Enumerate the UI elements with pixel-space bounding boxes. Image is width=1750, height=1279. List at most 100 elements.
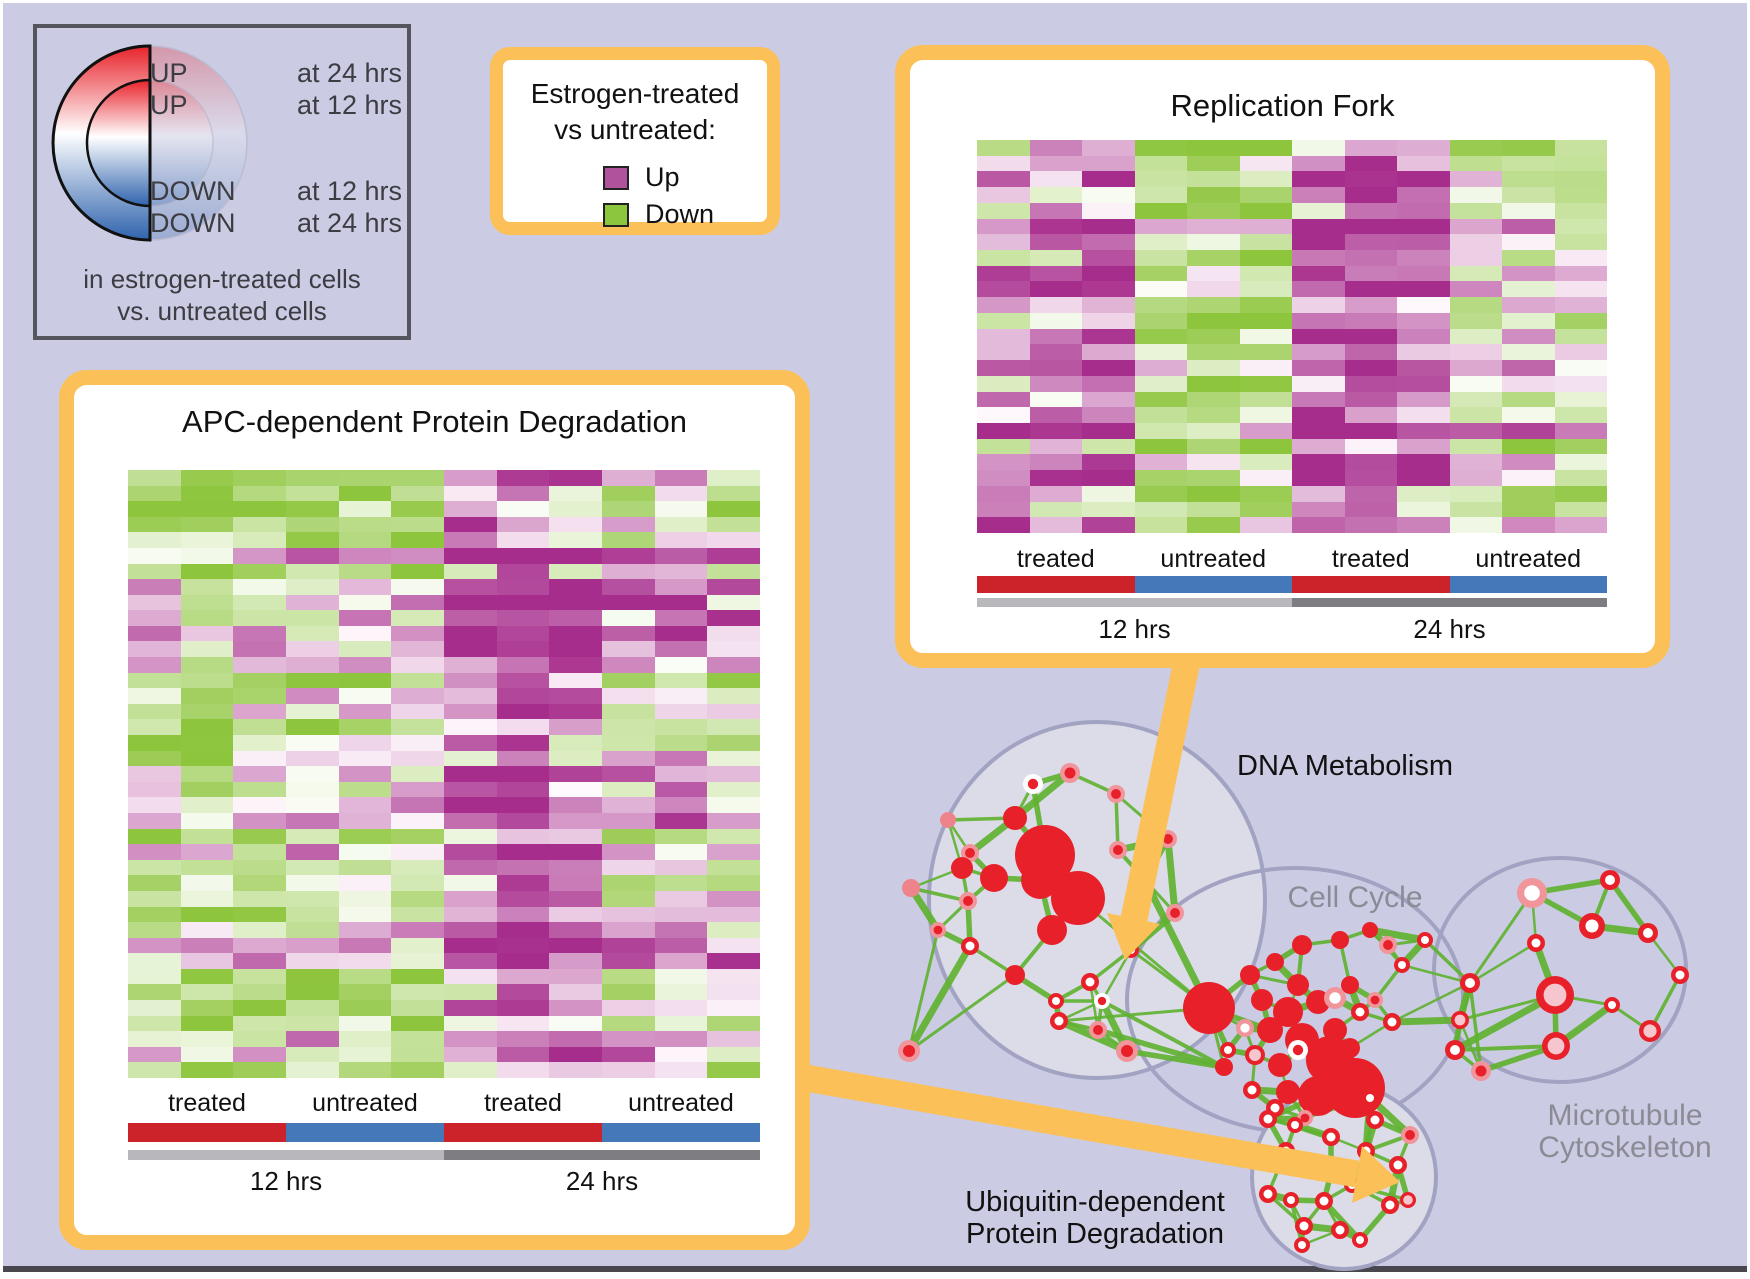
hrs24-bar xyxy=(1292,598,1607,607)
heatmap-cell xyxy=(180,594,234,611)
heatmap-cell xyxy=(180,797,234,813)
network-node xyxy=(1268,1053,1292,1077)
scale-row-down-24: DOWN at 24 hrs xyxy=(150,208,402,238)
network-node xyxy=(1051,871,1105,925)
heatmap-cell xyxy=(549,579,602,595)
heatmap-cell xyxy=(233,890,286,907)
heatmap-cell xyxy=(654,579,708,595)
heatmap-cell xyxy=(654,984,708,1001)
heatmap-cell xyxy=(1134,485,1187,502)
heatmap-cell xyxy=(496,1046,550,1063)
heatmap-cell xyxy=(1449,375,1502,392)
heatmap-cell xyxy=(1029,360,1082,376)
heatmap-cell xyxy=(707,750,760,767)
heatmap-cell xyxy=(444,906,497,923)
heatmap-cell xyxy=(496,688,550,704)
heatmap-cell xyxy=(1239,155,1292,172)
heatmap-cell xyxy=(1554,501,1607,518)
heatmap-cell xyxy=(286,547,339,564)
heatmap-cell xyxy=(977,265,1030,282)
heatmap-cell xyxy=(1187,517,1240,533)
heatmap-cell xyxy=(1134,281,1187,298)
network-node xyxy=(1027,778,1039,790)
network-node xyxy=(1475,1065,1487,1077)
heatmap-cell xyxy=(602,781,655,798)
heatmap-cell xyxy=(180,470,234,486)
heatmap-cell xyxy=(1134,438,1187,455)
heatmap-cell xyxy=(549,625,602,642)
heatmap-cell xyxy=(286,625,339,642)
heatmap-cell xyxy=(1134,344,1187,361)
heatmap-cell xyxy=(1449,155,1502,172)
heatmap-cell xyxy=(1554,155,1607,172)
heatmap-cell xyxy=(233,937,286,954)
legend-item-down-label: Down xyxy=(645,199,715,229)
heatmap-cell xyxy=(549,1015,602,1032)
heatmap-cell xyxy=(391,1015,444,1032)
heatmap-cell xyxy=(391,859,444,876)
heatmap-cell xyxy=(1292,454,1345,471)
heatmap-cell xyxy=(1082,344,1135,361)
heatmap-cell xyxy=(180,579,234,595)
heatmap-cell xyxy=(128,953,181,969)
heatmap-cell xyxy=(1397,250,1450,266)
heatmap-cell xyxy=(1554,375,1607,392)
heatmap-cell xyxy=(1449,438,1502,455)
heatmap-cell xyxy=(549,766,602,782)
heatmap-cell xyxy=(286,906,339,923)
heatmap-cell xyxy=(128,516,181,533)
heatmap-cell xyxy=(338,828,392,845)
network-edge xyxy=(1468,891,1534,985)
time-label: at 12 hrs xyxy=(296,90,402,120)
heatmap-cell xyxy=(1239,407,1292,423)
heatmap-cell xyxy=(1134,202,1187,219)
heatmap-cell xyxy=(496,1015,550,1032)
network-node xyxy=(1329,992,1341,1004)
network-node xyxy=(1263,1189,1273,1199)
group-label-treated-12: treated xyxy=(168,1089,246,1117)
heatmap-cell xyxy=(286,641,339,658)
heatmap-cell xyxy=(391,1062,444,1078)
heatmap-cell xyxy=(496,797,550,813)
down-swatch xyxy=(603,202,629,227)
heatmap-cell xyxy=(1554,140,1607,156)
heatmap-cell xyxy=(602,953,655,969)
heatmap-cell xyxy=(128,610,181,626)
heatmap-cell xyxy=(1029,485,1082,502)
heatmap-cell xyxy=(128,797,181,813)
heatmap-cell xyxy=(602,890,655,907)
heatmap-cell xyxy=(977,140,1030,156)
heatmap-cell xyxy=(391,781,444,798)
heatmap-cell xyxy=(1397,501,1450,518)
heatmap-cell xyxy=(233,719,286,736)
heatmap-cell xyxy=(180,516,234,533)
heatmap-cell xyxy=(977,234,1030,251)
heatmap-cell xyxy=(1292,422,1345,439)
heatmap-cell xyxy=(1239,250,1292,266)
heatmap-cell xyxy=(180,532,234,548)
heatmap-cell xyxy=(1187,312,1240,329)
heatmap-cell xyxy=(1502,265,1555,282)
network-node xyxy=(1224,1046,1232,1054)
heatmap-cell xyxy=(391,485,444,502)
heatmap-cell xyxy=(977,312,1030,329)
network-edge xyxy=(1100,999,1226,1069)
heatmap-cell xyxy=(549,610,602,626)
heatmap-cell xyxy=(338,1062,392,1078)
heatmap-cell xyxy=(549,953,602,969)
heatmap-cell xyxy=(1502,501,1555,518)
heatmap-cell xyxy=(654,672,708,689)
heatmap-cell xyxy=(233,501,286,517)
heatmap-cell xyxy=(1344,250,1397,266)
heatmap-cell xyxy=(1502,297,1555,313)
heatmap-cell xyxy=(1187,391,1240,408)
heatmap-cell xyxy=(1397,454,1450,471)
heatmap-cell xyxy=(444,485,497,502)
heatmap-cell xyxy=(654,844,708,860)
heatmap-cell xyxy=(391,922,444,938)
heatmap-cell xyxy=(233,781,286,798)
heatmap-cell xyxy=(1292,297,1345,313)
heatmap-cell xyxy=(1344,140,1397,156)
heatmap-cell xyxy=(1502,187,1555,203)
heatmap-cell xyxy=(549,563,602,580)
